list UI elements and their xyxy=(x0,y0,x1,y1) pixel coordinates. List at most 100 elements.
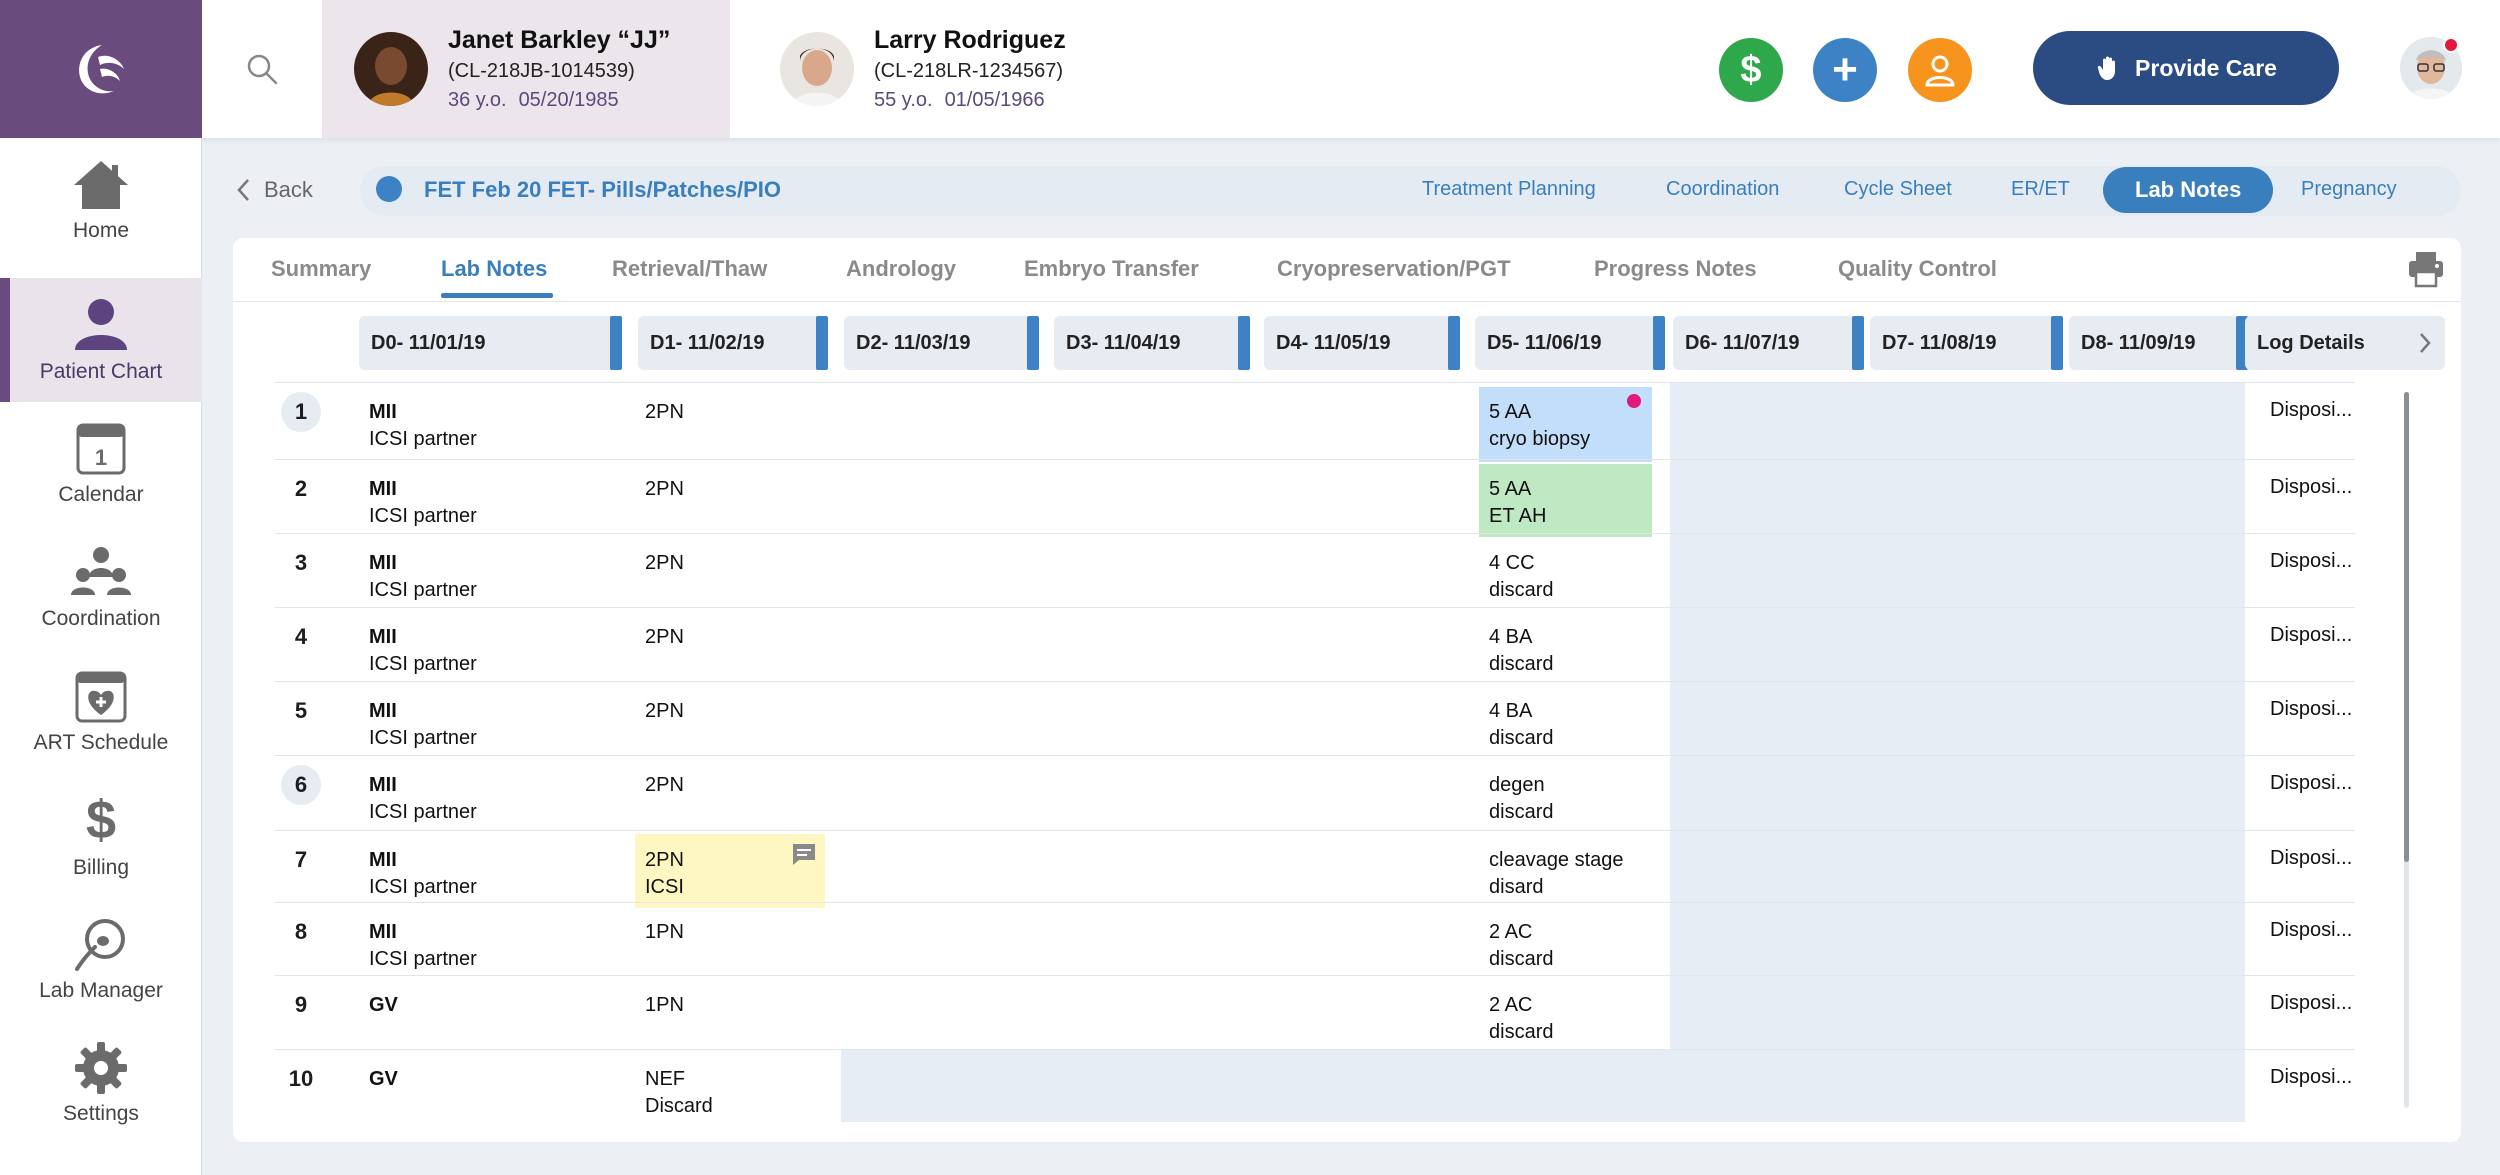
grid-cell[interactable]: degen discard xyxy=(1489,772,1553,826)
grid-cell[interactable]: 1PN xyxy=(645,919,684,946)
grid-cell[interactable]: 2PN xyxy=(645,624,684,651)
sidebar-item-lab-manager[interactable]: Lab Manager xyxy=(0,898,202,1022)
grid-cell[interactable]: GV xyxy=(369,992,398,1019)
grid-cell[interactable]: MII ICSI partner xyxy=(369,772,477,826)
add-action-button[interactable]: + xyxy=(1813,38,1877,102)
day-header-d2[interactable]: D2 - 11/03/19 xyxy=(844,316,1039,370)
disposition-link[interactable]: Disposi... xyxy=(2270,399,2353,421)
grid-cell[interactable]: 2PN xyxy=(645,698,684,725)
tab-coordination[interactable]: Coordination xyxy=(1666,178,1780,200)
table-row[interactable]: 4 MII ICSI partner 2PN 4 BA discard Disposi... xyxy=(275,607,2355,681)
scrollbar-thumb[interactable] xyxy=(2404,392,2409,862)
tab-quality-control[interactable]: Quality Control xyxy=(1838,256,1997,281)
grid-cell[interactable]: 4 CC discard xyxy=(1489,550,1553,604)
sidebar-item-patient-chart[interactable]: Patient Chart xyxy=(0,278,202,402)
grid-cell[interactable]: 5 AA cryo biopsy xyxy=(1489,399,1590,453)
disposition-link[interactable]: Disposi... xyxy=(2270,476,2353,498)
back-button[interactable]: Back xyxy=(236,162,313,218)
table-row[interactable]: 9 GV 1PN 2 AC discard Disposi... xyxy=(275,975,2355,1049)
grid-cell[interactable]: 2PN ICSI xyxy=(645,847,684,901)
sidebar-item-calendar[interactable]: 1 Calendar xyxy=(0,402,202,526)
grid-cell[interactable]: 4 BA discard xyxy=(1489,624,1553,678)
grid-cell[interactable]: 2PN xyxy=(645,399,684,426)
app-logo[interactable] xyxy=(0,0,202,138)
disposition-link[interactable]: Disposi... xyxy=(2270,919,2353,941)
tab-progress-notes[interactable]: Progress Notes xyxy=(1594,256,1757,281)
grid-cell[interactable]: 2 AC discard xyxy=(1489,919,1553,973)
table-row[interactable]: 1 MII ICSI partner 2PN 5 AA cryo biopsy Dispos… xyxy=(275,382,2355,459)
highlight-cell-transfer[interactable] xyxy=(1479,464,1652,537)
highlight-cell-cryo[interactable] xyxy=(1479,387,1652,462)
day-header-d1[interactable]: D1 - 11/02/19 xyxy=(638,316,828,370)
grid-cell[interactable]: MII ICSI partner xyxy=(369,399,477,453)
grid-cell[interactable]: 5 AA ET AH xyxy=(1489,476,1546,530)
grid-cell[interactable]: MII ICSI partner xyxy=(369,476,477,530)
grid-cell[interactable]: 2PN xyxy=(645,476,684,503)
day-header-d7[interactable]: D7 - 11/08/19 xyxy=(1870,316,2063,370)
cycle-name[interactable]: FET Feb 20 FET- Pills/Patches/PIO xyxy=(424,177,781,202)
grid-cell[interactable]: MII ICSI partner xyxy=(369,550,477,604)
grid-cell[interactable]: GV xyxy=(369,1066,398,1093)
day-header-d0[interactable]: D0 - 11/01/19 xyxy=(359,316,622,370)
day-header-d3[interactable]: D3 - 11/04/19 xyxy=(1054,316,1250,370)
day-header-d6[interactable]: D6 - 11/07/19 xyxy=(1673,316,1864,370)
disposition-link[interactable]: Disposi... xyxy=(2270,847,2353,869)
note-dot xyxy=(1627,394,1641,408)
grid-cell[interactable]: 2PN xyxy=(645,772,684,799)
disposition-link[interactable]: Disposi... xyxy=(2270,550,2353,572)
patient-card-partner[interactable]: Larry Rodriguez (CL-218LR-1234567) 55 y.… xyxy=(730,0,1150,138)
tab-andrology[interactable]: Andrology xyxy=(846,256,956,281)
provide-care-button[interactable]: Provide Care xyxy=(2033,31,2339,105)
sidebar-item-art-schedule[interactable]: ART Schedule xyxy=(0,650,202,774)
table-row[interactable]: 10 GV NEF Discard Disposi... xyxy=(275,1049,2355,1123)
tab-pregnancy[interactable]: Pregnancy xyxy=(2301,178,2397,200)
tab-cycle-sheet[interactable]: Cycle Sheet xyxy=(1844,178,1952,200)
billing-action-button[interactable]: $ xyxy=(1719,38,1783,102)
table-row[interactable]: 7 MII ICSI partner 2PN ICSI cleavage stage dis… xyxy=(275,830,2355,902)
tab-lab-notes-sub[interactable]: Lab Notes xyxy=(441,256,548,281)
disposition-link[interactable]: Disposi... xyxy=(2270,698,2353,720)
grid-cell[interactable]: 2 AC discard xyxy=(1489,992,1553,1046)
sidebar-item-home[interactable]: Home xyxy=(0,138,202,262)
table-row[interactable]: 5 MII ICSI partner 2PN 4 BA discard Disposi... xyxy=(275,681,2355,755)
grid-cell[interactable]: 1PN xyxy=(645,992,684,1019)
sidebar-item-settings[interactable]: Settings xyxy=(0,1022,202,1146)
search-button[interactable] xyxy=(202,0,322,138)
pronuclei-status: 2PN xyxy=(645,626,684,648)
disposition-link[interactable]: Disposi... xyxy=(2270,1066,2353,1088)
tab-embryo-transfer[interactable]: Embryo Transfer xyxy=(1024,256,1199,281)
tab-treatment-planning[interactable]: Treatment Planning xyxy=(1422,178,1596,200)
disposition-link[interactable]: Disposi... xyxy=(2270,772,2353,794)
grid-cell[interactable]: MII ICSI partner xyxy=(369,698,477,752)
print-button[interactable] xyxy=(2407,250,2445,293)
sidebar-item-coordination[interactable]: Coordination xyxy=(0,526,202,650)
grid-cell[interactable]: 4 BA discard xyxy=(1489,698,1553,752)
patient-card-primary[interactable]: Janet Barkley “JJ” (CL-218JB-1014539) 36… xyxy=(322,0,730,138)
table-row[interactable]: 8 MII ICSI partner 1PN 2 AC discard Disposi... xyxy=(275,902,2355,975)
table-row[interactable]: 6 MII ICSI partner 2PN degen discard Disposi..… xyxy=(275,755,2355,830)
tab-summary[interactable]: Summary xyxy=(271,256,372,281)
tab-retrieval-thaw[interactable]: Retrieval/Thaw xyxy=(612,256,768,281)
day-header-d8[interactable]: D8 - 11/09/19 xyxy=(2069,316,2248,370)
person-action-button[interactable] xyxy=(1908,38,1972,102)
sidebar-item-billing[interactable]: $ Billing xyxy=(0,774,202,898)
grid-cell[interactable]: MII ICSI partner xyxy=(369,624,477,678)
disposition-link[interactable]: Disposi... xyxy=(2270,624,2353,646)
grid-cell[interactable]: MII ICSI partner xyxy=(369,847,477,901)
tab-lab-notes[interactable]: Lab Notes xyxy=(2103,167,2274,213)
disposition-link[interactable]: Disposi... xyxy=(2270,992,2353,1014)
d1-note: Discard xyxy=(645,1095,713,1117)
grid-cell[interactable]: cleavage stage disard xyxy=(1489,847,1624,901)
log-details-header[interactable]: Log Details xyxy=(2245,316,2445,370)
chevron-left-icon xyxy=(237,179,249,201)
tab-cryopreservation-pgt[interactable]: Cryopreservation/PGT xyxy=(1277,256,1511,281)
comment-icon[interactable] xyxy=(791,842,817,866)
grid-cell[interactable]: MII ICSI partner xyxy=(369,919,477,973)
grid-cell[interactable]: 2PN xyxy=(645,550,684,577)
day-header-d4[interactable]: D4 - 11/05/19 xyxy=(1264,316,1460,370)
grid-cell[interactable]: NEF Discard xyxy=(645,1066,713,1120)
table-row[interactable]: 3 MII ICSI partner 2PN 4 CC discard Disposi... xyxy=(275,533,2355,607)
day-header-d5[interactable]: D5 - 11/06/19 xyxy=(1475,316,1665,370)
table-row[interactable]: 2 MII ICSI partner 2PN 5 AA ET AH Disposi... xyxy=(275,459,2355,533)
tab-er-et[interactable]: ER/ET xyxy=(2011,178,2070,200)
